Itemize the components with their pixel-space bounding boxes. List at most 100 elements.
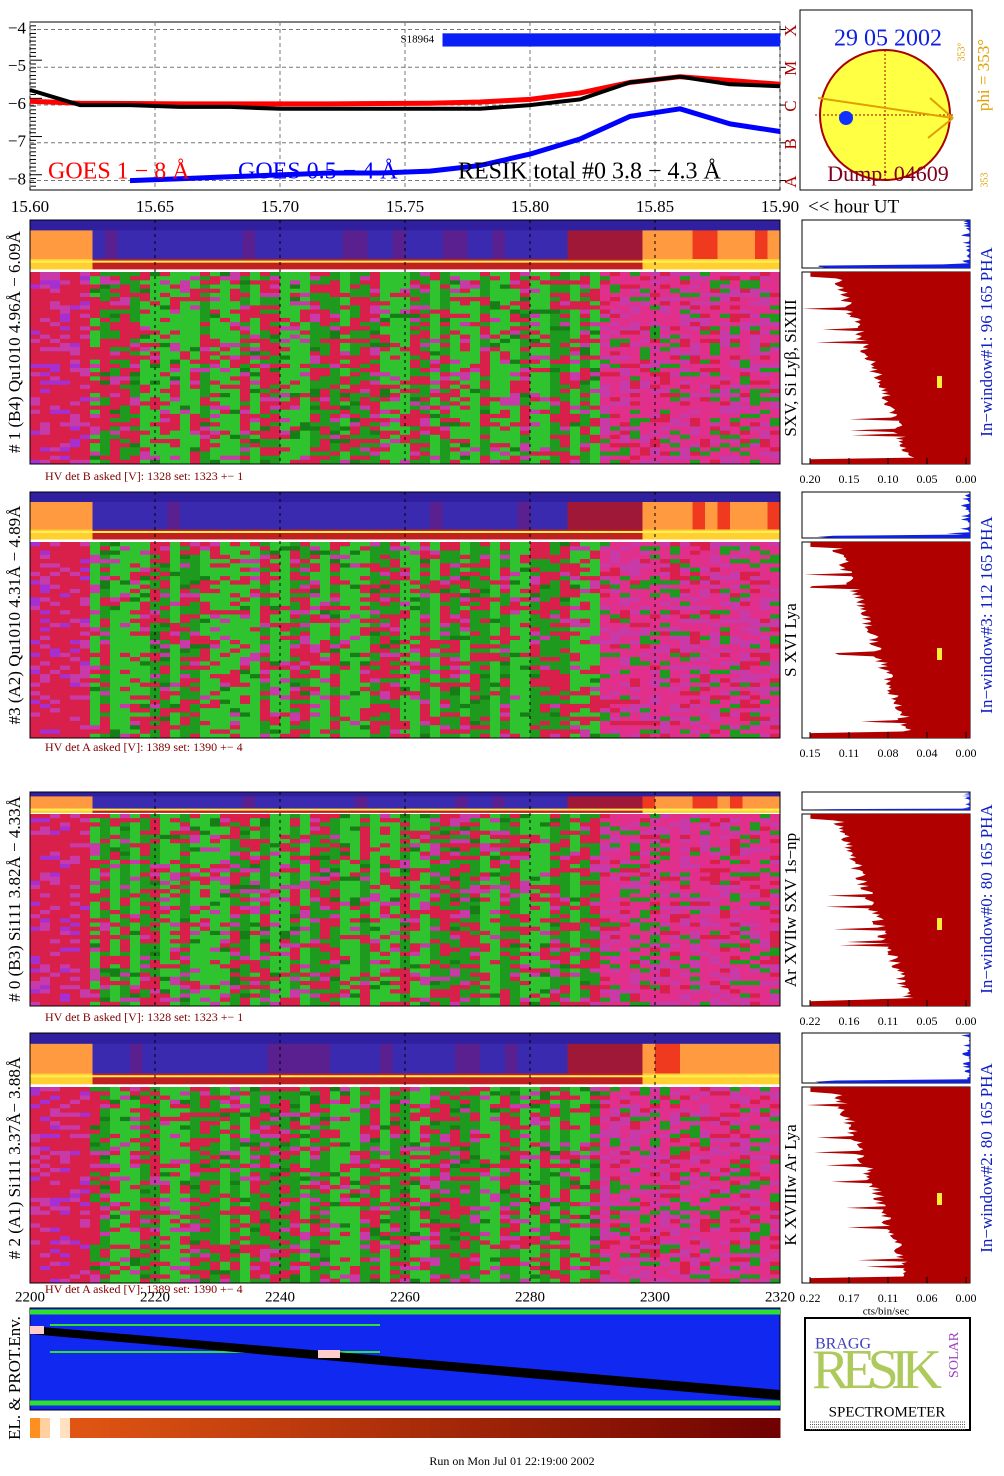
heatmap-cell — [30, 601, 41, 607]
heatmap-cell — [410, 418, 421, 423]
heatmap-cell — [230, 635, 241, 641]
heatmap-cell — [350, 443, 361, 448]
heatmap-cell — [230, 393, 241, 398]
heatmap-cell — [520, 301, 531, 306]
heatmap-cell — [210, 627, 221, 632]
pha-hist — [802, 272, 970, 464]
heatmap-cell — [470, 309, 481, 315]
heatmap-cell — [700, 355, 711, 361]
heatmap-cell — [710, 292, 721, 298]
heatmap-cell — [380, 372, 391, 377]
heatmap-cell — [90, 409, 101, 415]
heatmap-cell — [100, 559, 111, 564]
heatmap-cell — [130, 682, 141, 688]
heatmap-cell — [60, 580, 71, 586]
heatmap-cell — [300, 284, 311, 290]
heatmap-cell — [530, 355, 541, 361]
heatmap-cell — [470, 393, 481, 398]
heatmap-cell — [210, 309, 221, 315]
heatmap-cell — [510, 384, 521, 390]
heatmap-cell — [90, 550, 101, 556]
heatmap-cell — [450, 305, 461, 311]
heatmap-cell — [70, 409, 81, 415]
heatmap-cell — [150, 313, 161, 319]
heatmap-cell — [300, 313, 311, 319]
heatmap-cell — [90, 716, 101, 722]
heatmap-cell — [170, 359, 181, 365]
heatmap-cell — [680, 397, 691, 402]
heatmap-cell — [250, 712, 261, 718]
heatmap-cell — [150, 292, 161, 298]
heatmap-cell — [530, 388, 541, 394]
heatmap-cell — [320, 372, 331, 377]
heatmap-cell — [570, 338, 581, 344]
heatmap-cell — [30, 610, 41, 615]
heatmap-cell — [250, 376, 261, 382]
heatmap-cell — [130, 430, 141, 436]
heatmap-cell — [720, 455, 731, 461]
heatmap-cell — [110, 622, 121, 628]
heatmap-cell — [680, 409, 691, 415]
heatmap-cell — [560, 418, 571, 423]
heatmap-cell — [90, 455, 101, 461]
heatmap-cell — [310, 301, 321, 306]
heatmap-cell — [50, 712, 61, 718]
heatmap-cell — [220, 338, 231, 344]
heatmap-cell — [590, 305, 601, 311]
heatmap-cell — [370, 443, 381, 448]
heatmap-cell — [380, 405, 391, 411]
heatmap-cell — [720, 342, 731, 348]
heatmap-cell — [450, 276, 461, 281]
heatmap-cell — [590, 297, 601, 302]
heatmap-cell — [220, 330, 231, 336]
heatmap-cell — [760, 272, 771, 277]
heatmap-cell — [40, 669, 51, 675]
heatmap-cell — [570, 342, 581, 348]
heatmap-cell — [40, 708, 51, 713]
heatmap-cell — [160, 554, 171, 560]
heatmap-cell — [450, 384, 461, 390]
heatmap-cell — [610, 326, 621, 331]
heatmap-cell — [250, 363, 261, 369]
heatmap-cell — [700, 409, 711, 415]
heatmap-cell — [240, 593, 251, 598]
heatmap-cell — [290, 376, 301, 382]
heatmap-cell — [350, 405, 361, 411]
heatmap-cell — [690, 288, 701, 294]
heatmap-cell — [130, 459, 141, 465]
heatmap-cell — [750, 351, 761, 356]
heatmap-cell — [40, 559, 51, 564]
heatmap-cell — [140, 665, 151, 671]
heatmap-cell — [310, 393, 321, 398]
heatmap-cell — [230, 703, 241, 709]
heatmap-cell — [260, 280, 271, 286]
heatmap-cell — [710, 397, 721, 402]
heatmap-cell — [70, 678, 81, 684]
heatmap-cell — [230, 447, 241, 452]
heatmap-cell — [310, 330, 321, 336]
heatmap-cell — [610, 313, 621, 319]
heatmap-cell — [240, 614, 251, 620]
heatmap-cell — [120, 405, 131, 411]
heatmap-cell — [170, 459, 181, 465]
heatmap-cell — [580, 401, 591, 407]
heatmap-cell — [570, 272, 581, 277]
heatmap-cell — [690, 301, 701, 306]
heatmap-cell — [410, 297, 421, 302]
heatmap-cell — [660, 438, 671, 444]
heatmap-cell — [300, 372, 311, 377]
heatmap-cell — [130, 720, 141, 726]
heatmap-cell — [230, 372, 241, 377]
heatmap-cell — [330, 388, 341, 394]
heatmap-cell — [670, 292, 681, 298]
heatmap-cell — [490, 326, 501, 331]
heatmap-cell — [150, 678, 161, 684]
heatmap-cell — [470, 276, 481, 281]
strip-cell — [130, 502, 143, 530]
heatmap-cell — [180, 292, 191, 298]
heatmap-cell — [670, 272, 681, 277]
heatmap-cell — [90, 720, 101, 726]
heatmap-cell — [210, 669, 221, 675]
heatmap-cell — [80, 567, 91, 573]
heatmap-cell — [720, 447, 731, 452]
